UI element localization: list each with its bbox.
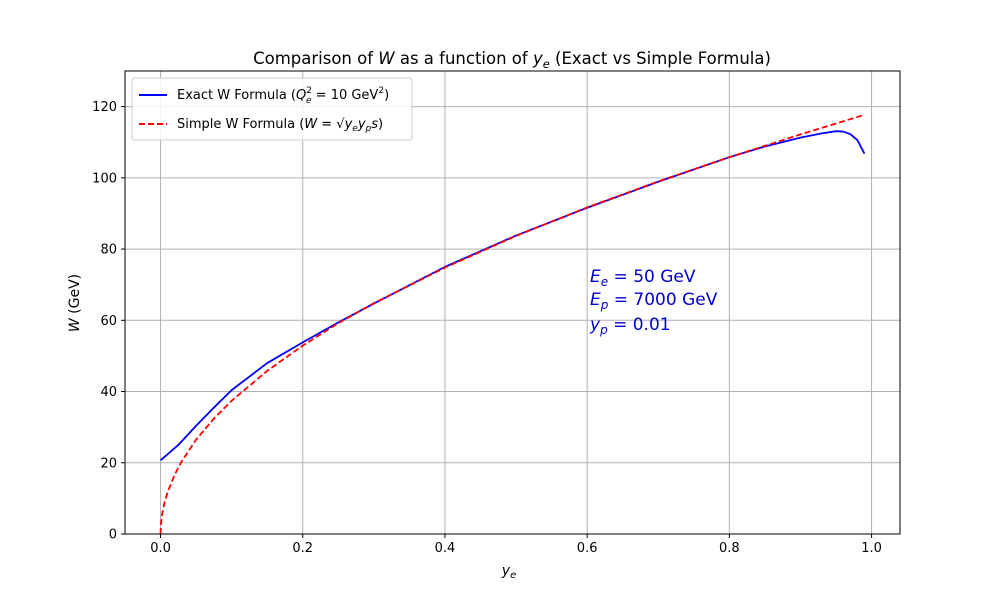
plot-area-frame <box>124 70 901 535</box>
legend-label-simple: Simple W Formula (W = √yeyps) <box>177 117 383 134</box>
y-tick-label: 40 <box>100 385 117 400</box>
y-tick-label: 60 <box>100 314 117 329</box>
legend-label-exact: Exact W Formula (Q2 e = 10 GeV2) <box>177 86 389 106</box>
annotation-yp: yp = 0.01 <box>589 315 671 337</box>
annotation-ep: Ep = 7000 GeV <box>590 290 718 312</box>
x-tick-label: 0.2 <box>292 541 313 556</box>
series-lines <box>159 113 866 535</box>
annotation-ee: Ee = 50 GeV <box>590 267 696 289</box>
chart-title: Comparison of W as a function of ye (Exa… <box>253 49 771 71</box>
series-line-exact <box>159 130 866 461</box>
parameter-annotation: Ee = 50 GeV Ep = 7000 GeV yp = 0.01 <box>589 267 718 337</box>
x-tick-label: 0.0 <box>150 541 171 556</box>
x-tick-label: 0.6 <box>577 541 598 556</box>
axis-ticks: 0.0 0.2 0.4 0.6 0.8 1.0 0 20 40 60 80 100 120 <box>92 100 882 556</box>
x-tick-label: 0.4 <box>435 541 456 556</box>
series-line-simple <box>159 113 865 535</box>
grid <box>125 71 900 535</box>
y-tick-label: 100 <box>92 171 117 186</box>
legend: Exact W Formula (Q2 e = 10 GeV2) Simple W… <box>131 77 413 141</box>
y-tick-label: 0 <box>109 528 117 543</box>
y-tick-label: 120 <box>92 100 117 115</box>
y-axis-label: W (GeV) <box>67 274 83 332</box>
x-tick-label: 0.8 <box>719 541 740 556</box>
y-tick-label: 20 <box>100 456 117 471</box>
legend-box <box>131 77 413 141</box>
x-axis-label: ye <box>501 563 516 581</box>
y-tick-label: 80 <box>100 243 117 258</box>
x-tick-label: 1.0 <box>861 541 882 556</box>
